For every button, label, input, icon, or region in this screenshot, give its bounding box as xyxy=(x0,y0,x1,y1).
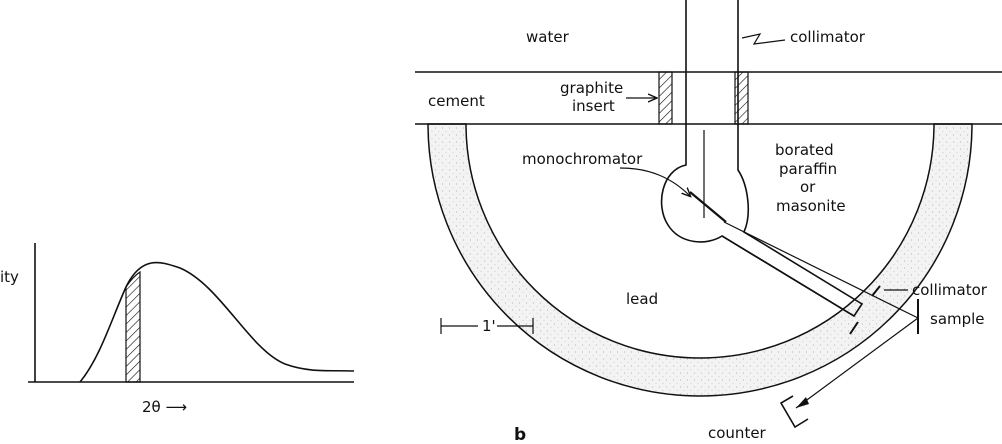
label-sample: sample xyxy=(930,310,985,328)
collimator-slit-lower xyxy=(849,321,859,335)
lead-shield xyxy=(427,123,973,397)
scattered-beam xyxy=(795,317,919,409)
panel-a-wavelength-distribution: ity 2θ ⟶ xyxy=(0,243,355,416)
label-borated-line4: masonite xyxy=(776,197,846,215)
counter-detector xyxy=(779,395,809,429)
diffracted-beam xyxy=(723,221,919,319)
panel-a-x-axis-label: 2θ ⟶ xyxy=(142,398,187,416)
beam-tube xyxy=(660,0,864,318)
monochromator-pointer xyxy=(619,167,690,196)
counter-arrowhead xyxy=(796,397,809,408)
label-water: water xyxy=(526,28,570,46)
label-borated-line1: borated xyxy=(775,141,834,159)
collimator-top-pointer xyxy=(741,33,786,45)
label-graphite-line1: graphite xyxy=(560,79,623,97)
label-monochromator: monochromator xyxy=(522,150,643,168)
label-cement: cement xyxy=(428,92,485,110)
panel-a-distribution-curve xyxy=(79,261,355,383)
label-scale: 1' xyxy=(482,317,496,335)
graphite-insert-left xyxy=(658,71,673,125)
label-counter: counter xyxy=(708,424,767,442)
monochromator-crystal xyxy=(689,191,727,223)
scale-bar xyxy=(440,318,534,334)
panel-letter-b: b xyxy=(514,425,526,444)
label-lead: lead xyxy=(626,290,658,308)
panel-a-hatched-slice xyxy=(125,270,141,383)
label-borated-line3: or xyxy=(800,178,816,196)
label-collimator-lower: collimator xyxy=(912,281,988,299)
graphite-insert-right xyxy=(734,71,749,125)
label-graphite-line2: insert xyxy=(572,97,615,115)
panel-b-spectrometer: water collimator cement graphite insert … xyxy=(415,0,1002,444)
beam-tube-lower-wall xyxy=(721,235,855,317)
panel-a-y-axis-label: ity xyxy=(0,268,19,286)
label-collimator-top: collimator xyxy=(790,28,866,46)
collimator-slit-upper xyxy=(871,285,881,297)
label-borated-line2: paraffin xyxy=(779,160,837,178)
